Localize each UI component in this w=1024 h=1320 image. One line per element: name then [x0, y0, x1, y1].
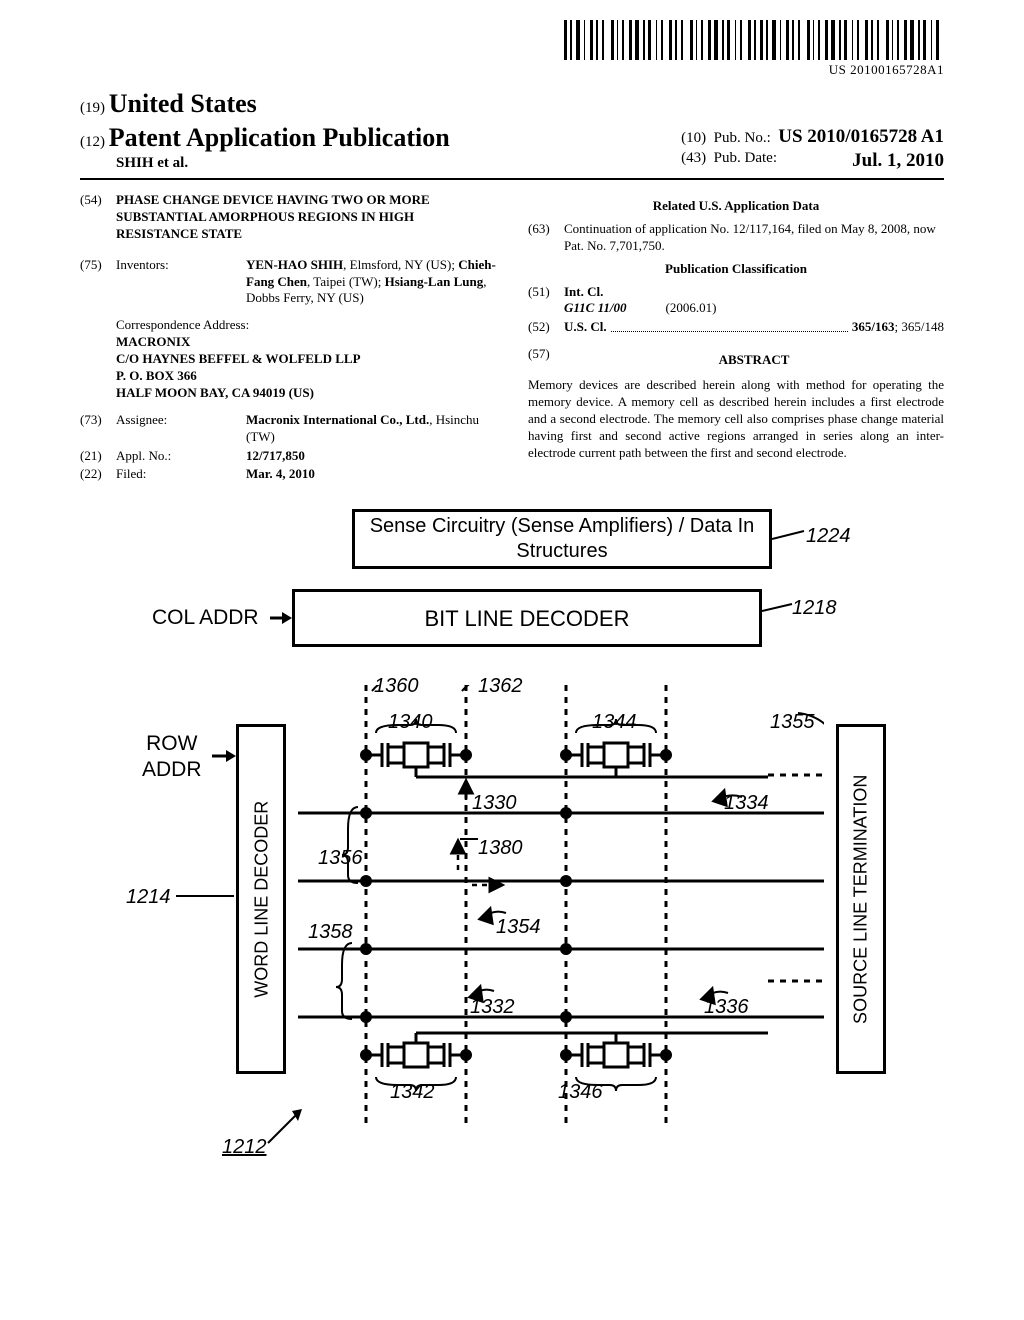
corr2: C/O HAYNES BEFFEL & WOLFELD LLP — [116, 351, 496, 368]
pubno-num: (10) — [681, 130, 706, 146]
abstract-num: (57) — [528, 346, 564, 375]
title: PHASE CHANGE DEVICE HAVING TWO OR MORE S… — [116, 192, 496, 243]
uscl-block: U.S. Cl. 365/163; 365/148 — [564, 319, 944, 336]
correspondence: Correspondence Address: MACRONIX C/O HAY… — [116, 317, 496, 401]
continuation-num: (63) — [528, 221, 564, 255]
continuation: Continuation of application No. 12/117,1… — [564, 221, 944, 255]
row-addr-label: ROWADDR — [142, 731, 202, 781]
left-column: (54) PHASE CHANGE DEVICE HAVING TWO OR M… — [80, 192, 496, 485]
leader-1214 — [176, 889, 236, 903]
abstract-heading: ABSTRACT — [564, 352, 944, 369]
pubdate: Jul. 1, 2010 — [852, 149, 944, 174]
intcl-block: Int. Cl. G11C 11/00 (2006.01) — [564, 284, 944, 318]
abstract: Memory devices are described herein alon… — [528, 377, 944, 461]
corr3: P. O. BOX 366 — [116, 368, 496, 385]
authors-line: SHIH et al. — [116, 154, 450, 174]
country: United States — [109, 89, 257, 118]
ref-1212: 1212 — [222, 1134, 267, 1160]
inventors: YEN-HAO SHIH, Elmsford, NY (US); Chieh-F… — [246, 257, 496, 308]
uscl-value: 365/163; 365/148 — [852, 319, 944, 336]
ref-1218: 1218 — [792, 595, 837, 621]
filed: Mar. 4, 2010 — [246, 466, 496, 483]
intcl-code: G11C 11/00 — [564, 300, 627, 315]
source-line-termination-label: SOURCE LINE TERMINATION — [850, 775, 873, 1024]
corr-label: Correspondence Address: — [116, 317, 496, 334]
leader-1212 — [266, 1107, 306, 1147]
figure: Sense Circuitry (Sense Amplifiers) / Dat… — [122, 509, 902, 1169]
assignee-num: (73) — [80, 412, 116, 446]
title-num: (54) — [80, 192, 116, 243]
uscl-dots — [611, 319, 848, 332]
header-left: (19) United States (12) Patent Applicati… — [80, 87, 450, 174]
corr1: MACRONIX — [116, 334, 496, 351]
applno-num: (21) — [80, 448, 116, 465]
pubdate-num: (43) — [681, 150, 706, 166]
right-column: Related U.S. Application Data (63) Conti… — [528, 192, 944, 485]
inventors-label: Inventors: — [116, 257, 246, 308]
biblio-body: (54) PHASE CHANGE DEVICE HAVING TWO OR M… — [80, 192, 944, 485]
kind: Patent Application Publication — [109, 123, 450, 152]
related-heading: Related U.S. Application Data — [528, 198, 944, 215]
source-line-termination-box: SOURCE LINE TERMINATION — [836, 724, 886, 1074]
sense-box: Sense Circuitry (Sense Amplifiers) / Dat… — [352, 509, 772, 569]
pubdate-label: Pub. Date: — [714, 150, 777, 166]
inventors-num: (75) — [80, 257, 116, 308]
pubno-label: Pub. No.: — [714, 130, 771, 146]
filed-label: Filed: — [116, 466, 246, 483]
barcode-graphic — [564, 20, 944, 60]
header-right: (10) Pub. No.: US 2010/0165728 A1 (43) P… — [681, 125, 944, 174]
corr4: HALF MOON BAY, CA 94019 (US) — [116, 385, 496, 402]
assignee: Macronix International Co., Ltd., Hsinch… — [246, 412, 496, 446]
circuit-diagram — [298, 685, 824, 1129]
arrow-rowaddr — [212, 747, 236, 765]
arrow-coladdr — [270, 609, 292, 627]
assignee-label: Assignee: — [116, 412, 246, 446]
word-line-decoder-label: WORD LINE DECODER — [250, 801, 273, 998]
intcl-date: (2006.01) — [666, 300, 717, 315]
applno-label: Appl. No.: — [116, 448, 246, 465]
intcl-label: Int. Cl. — [564, 284, 603, 299]
kind-num: (12) — [80, 134, 105, 150]
intcl-num: (51) — [528, 284, 564, 318]
uscl-num: (52) — [528, 319, 564, 336]
page: US 20100165728A1 (19) United States (12)… — [0, 0, 1024, 1320]
leader-1218 — [762, 601, 796, 615]
pubno: US 2010/0165728 A1 — [778, 126, 944, 147]
bitline-box: BIT LINE DECODER — [292, 589, 762, 647]
header: (19) United States (12) Patent Applicati… — [80, 87, 944, 180]
col-addr-label: COL ADDR — [152, 604, 259, 631]
class-heading: Publication Classification — [528, 261, 944, 278]
barcode-block: US 20100165728A1 — [80, 20, 944, 79]
applno: 12/717,850 — [246, 448, 496, 465]
uscl-label: U.S. Cl. — [564, 319, 607, 336]
ref-1214: 1214 — [126, 884, 171, 910]
ref-1224: 1224 — [806, 523, 851, 549]
filed-num: (22) — [80, 466, 116, 483]
country-num: (19) — [80, 100, 105, 116]
word-line-decoder-box: WORD LINE DECODER — [236, 724, 286, 1074]
barcode-text: US 20100165728A1 — [829, 62, 944, 79]
leader-1224 — [772, 527, 808, 543]
